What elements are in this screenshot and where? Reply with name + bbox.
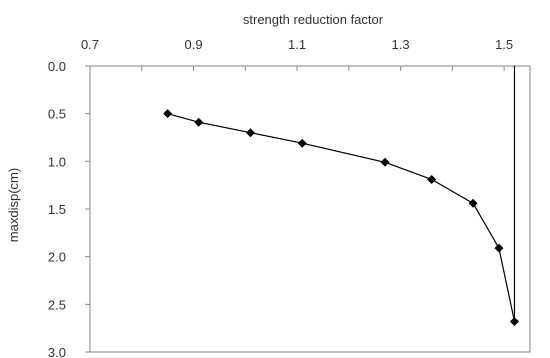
data-point-marker: [509, 316, 519, 326]
y-axis-ticks: 0.0 0.5 1.0 1.5 2.0 2.5 3.0: [48, 59, 90, 358]
y-tick-label: 2.5: [48, 297, 66, 312]
data-point-marker: [494, 243, 504, 253]
y-tick-label: 3.0: [48, 345, 66, 358]
x-tick-label: 0.7: [81, 37, 99, 52]
series-points: [163, 109, 519, 326]
data-point-marker: [297, 138, 307, 148]
plot-frame: [89, 65, 531, 353]
x-axis-ticks: 0.7 0.9 1.1 1.3 1.5: [81, 37, 513, 71]
series-line: [167, 113, 516, 322]
x-tick-label: 1.1: [288, 37, 306, 52]
series-lines: [167, 66, 516, 322]
y-tick-label: 0.5: [48, 107, 66, 122]
data-point-marker: [194, 117, 204, 127]
data-point-marker: [163, 109, 173, 119]
y-tick-label: 2.0: [48, 250, 66, 265]
data-point-marker: [380, 157, 390, 167]
y-tick-label: 0.0: [48, 59, 66, 74]
x-tick-label: 1.5: [495, 37, 513, 52]
plot-area-border: [89, 65, 531, 353]
data-point-marker: [468, 198, 478, 208]
x-tick-label: 1.3: [392, 37, 410, 52]
data-point-marker: [245, 128, 255, 138]
data-point-marker: [427, 174, 437, 184]
x-tick-label: 0.9: [184, 37, 202, 52]
x-axis-title: strength reduction factor: [243, 12, 384, 27]
y-tick-label: 1.5: [48, 202, 66, 217]
y-axis-title: maxdisp(cm): [6, 168, 21, 242]
y-tick-label: 1.0: [48, 154, 66, 169]
